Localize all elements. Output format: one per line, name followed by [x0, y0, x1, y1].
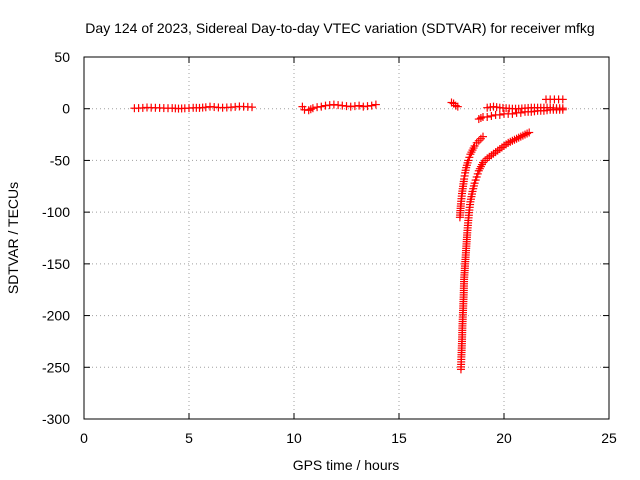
x-tick-label: 5: [185, 430, 193, 446]
x-tick-label: 20: [496, 430, 512, 446]
data-point: [558, 95, 567, 104]
data-point: [248, 103, 256, 112]
data-point: [317, 102, 326, 111]
data-point: [479, 132, 487, 141]
y-tick-label: -300: [42, 411, 70, 427]
data-point: [306, 105, 315, 114]
x-tick-label: 0: [80, 430, 88, 446]
data-point: [487, 111, 496, 120]
data-point: [468, 146, 477, 155]
y-axis-label: SDTVAR / TECUs: [5, 182, 21, 294]
data-point: [516, 108, 525, 117]
data-point: [476, 162, 485, 171]
data-point: [355, 101, 364, 110]
data-point: [495, 110, 504, 119]
y-tick-label: -50: [50, 152, 70, 168]
x-tick-label: 10: [286, 430, 302, 446]
data-point: [201, 103, 210, 112]
y-tick-label: -100: [42, 204, 70, 220]
y-tick-label: -200: [42, 308, 70, 324]
data-point: [367, 101, 376, 110]
x-tick-label: 25: [601, 430, 617, 446]
x-axis-label: GPS time / hours: [293, 457, 400, 473]
y-tick-label: -150: [42, 256, 70, 272]
chart-title: Day 124 of 2023, Sidereal Day-to-day VTE…: [85, 20, 594, 36]
data-point: [476, 114, 485, 123]
data-point: [474, 115, 483, 124]
plot-frame: [83, 56, 610, 420]
x-tick-label: 15: [391, 430, 407, 446]
axis-ticks: [83, 56, 610, 420]
data-point: [453, 102, 462, 111]
data-point: [558, 104, 567, 113]
data-point: [308, 104, 317, 113]
data-point: [525, 128, 534, 137]
data-points: [130, 95, 567, 374]
data-point: [483, 112, 492, 121]
data-point: [371, 100, 380, 109]
y-tick-label: 50: [54, 49, 70, 65]
data-point: [474, 136, 483, 145]
y-tick-label: -250: [42, 359, 70, 375]
data-point: [304, 106, 313, 115]
y-tick-label: 0: [62, 101, 70, 117]
data-point: [476, 134, 485, 143]
